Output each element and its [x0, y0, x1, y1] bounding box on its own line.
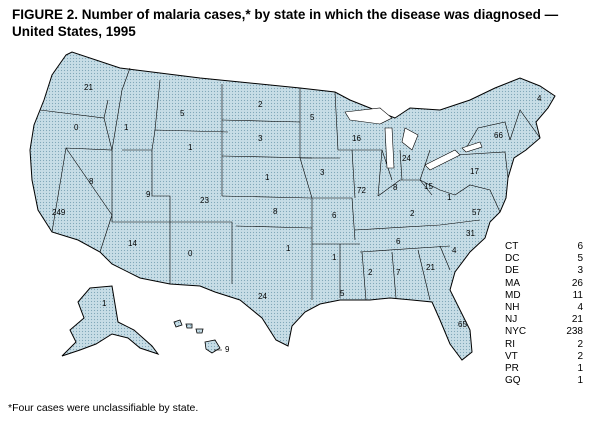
hawaii-outline	[173, 319, 221, 354]
state-label-in: 8	[393, 183, 398, 192]
state-label-nc: 31	[466, 229, 475, 238]
state-borders	[39, 67, 541, 301]
state-label-tn: 6	[396, 237, 401, 246]
state-label-id: 1	[124, 123, 129, 132]
legend-row: NH 4	[505, 302, 585, 314]
legend-row: GQ 1	[505, 375, 585, 387]
legend-count: 5	[577, 253, 583, 265]
state-label-co: 23	[200, 196, 209, 205]
state-label-wa: 21	[84, 83, 93, 92]
state-label-ca: 249	[52, 208, 66, 217]
state-label-ne: 1	[265, 173, 270, 182]
legend-row: NJ 21	[505, 314, 585, 326]
state-label-wi: 16	[352, 134, 361, 143]
legend-row: NYC 238	[505, 326, 585, 338]
legend-row: RI 2	[505, 339, 585, 351]
state-label-nm: 0	[188, 249, 193, 258]
state-label-ut: 9	[146, 190, 151, 199]
legend-count: 238	[566, 326, 583, 338]
state-label-sc: 4	[452, 246, 457, 255]
legend-count: 2	[577, 338, 583, 350]
state-label-ok: 1	[286, 244, 291, 253]
state-label-ia: 3	[320, 168, 325, 177]
state-label-ny: 66	[494, 131, 503, 140]
legend-state: GQ	[505, 375, 521, 387]
state-label-sd: 3	[258, 134, 263, 143]
figure-title-line1: FIGURE 2. Number of malaria cases,* by s…	[12, 7, 559, 22]
state-label-la: 5	[340, 289, 345, 298]
state-label-ar: 1	[332, 253, 337, 262]
state-label-ga: 21	[426, 263, 435, 272]
legend-count: 1	[577, 362, 583, 374]
legend-row: VT 2	[505, 351, 585, 363]
state-label-fl: 65	[458, 320, 467, 329]
legend-state: CT	[505, 241, 519, 252]
legend-state: DC	[505, 253, 520, 265]
state-label-mi: 24	[402, 154, 411, 163]
legend-row: MD 11	[505, 290, 585, 302]
state-label-ms: 2	[368, 268, 373, 277]
legend-count: 3	[577, 265, 583, 277]
state-label-wy: 1	[188, 143, 193, 152]
state-label-hi: 9	[225, 345, 230, 354]
state-label-oh: 15	[424, 182, 433, 191]
state-count-legend: CT 6 DC 5 DE 3 MA 26 MD 11 NH 4 NJ 21 NYC 238 RI 2 VT 2 PR 1 G…	[505, 241, 585, 387]
legend-state: MA	[505, 277, 520, 289]
footnote: *Four cases were unclassifiable by state…	[8, 402, 199, 414]
legend-state: NH	[505, 301, 520, 313]
state-label-mt: 5	[180, 109, 185, 118]
figure-title: FIGURE 2. Number of malaria cases,* by s…	[12, 6, 582, 40]
figure-title-line2: United States, 1995	[12, 24, 136, 39]
legend-state: MD	[505, 289, 521, 301]
state-label-va: 57	[472, 208, 481, 217]
state-label-mo: 6	[332, 211, 337, 220]
legend-count: 11	[572, 289, 583, 301]
state-label-me: 4	[537, 94, 542, 103]
legend-state: NYC	[505, 326, 527, 338]
legend-state: VT	[505, 350, 518, 362]
legend-count: 4	[577, 301, 583, 313]
state-label-pa: 17	[470, 167, 479, 176]
legend-state: DE	[505, 265, 519, 277]
legend-state: RI	[505, 338, 515, 350]
alaska-outline	[61, 285, 160, 357]
legend-row: PR 1	[505, 363, 585, 375]
legend-count: 21	[571, 314, 583, 326]
state-label-or: 0	[74, 123, 79, 132]
legend-count: 6	[577, 241, 583, 252]
legend-count: 2	[577, 350, 583, 362]
state-label-nd: 2	[258, 100, 263, 109]
state-label-ak: 1	[102, 299, 107, 308]
legend-count: 1	[577, 375, 583, 387]
state-label-il: 72	[357, 186, 366, 195]
legend-count: 26	[571, 277, 583, 289]
conus-outline	[29, 51, 556, 361]
legend-row: DC 5	[505, 253, 585, 265]
state-label-ky: 2	[410, 209, 415, 218]
legend-state: PR	[505, 362, 519, 374]
state-label-wv: 1	[447, 193, 452, 202]
state-label-tx: 24	[258, 292, 267, 301]
legend-row: CT 6	[505, 241, 585, 253]
great-lakes	[344, 107, 483, 171]
state-labels: 21 0 249 8 1 5 1 9 14 23 0 2 3 1 8 1 24 …	[52, 83, 542, 354]
legend-state: NJ	[505, 314, 518, 326]
state-label-ks: 8	[273, 207, 278, 216]
state-label-nv: 8	[89, 177, 94, 186]
state-label-mn: 5	[310, 113, 315, 122]
legend-row: MA 26	[505, 278, 585, 290]
state-label-al: 7	[396, 268, 401, 277]
legend-row: DE 3	[505, 265, 585, 277]
state-label-az: 14	[128, 239, 137, 248]
